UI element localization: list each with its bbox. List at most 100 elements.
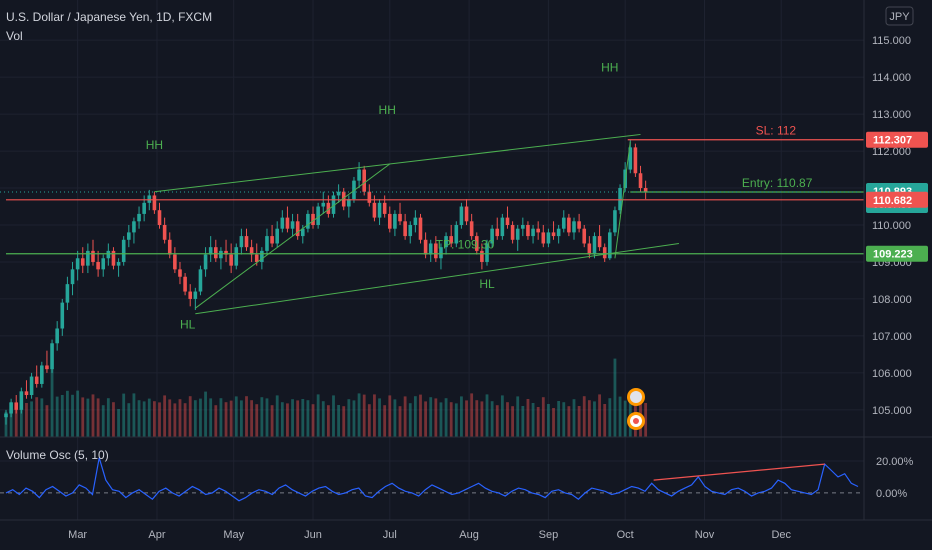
candle-body bbox=[403, 221, 407, 237]
level-label: Entry: 110.87 bbox=[742, 176, 813, 190]
price-badge-value: 109.223 bbox=[873, 249, 913, 261]
volume-bar bbox=[644, 403, 648, 437]
candle-body bbox=[280, 217, 285, 229]
price-badge-value: 112.307 bbox=[873, 135, 912, 147]
candle-body bbox=[183, 276, 187, 292]
candle-body bbox=[173, 254, 177, 270]
volume-oscillator-line bbox=[5, 457, 859, 502]
volume-bar bbox=[219, 398, 223, 437]
price-levels[interactable]: SL: 112 Entry: 110.87 TP: 109.30 bbox=[0, 124, 864, 255]
annotations: HH HH HH HL HL bbox=[146, 61, 619, 332]
time-tick-label: Jun bbox=[304, 529, 322, 541]
volume-bar bbox=[587, 400, 591, 437]
volume-bar bbox=[628, 390, 632, 437]
candle-body bbox=[531, 228, 535, 237]
candle-body bbox=[311, 213, 315, 225]
volume-bar bbox=[460, 396, 463, 437]
candle-body bbox=[505, 217, 510, 225]
volume-bar bbox=[50, 355, 54, 437]
time-tick-label: Nov bbox=[695, 529, 715, 541]
candle-body bbox=[188, 291, 193, 299]
volume-bar bbox=[199, 398, 202, 437]
candle-body bbox=[521, 225, 525, 229]
candle-body bbox=[121, 239, 126, 262]
candle-body bbox=[193, 291, 198, 299]
volume-bar bbox=[577, 406, 581, 437]
volume-bar bbox=[388, 395, 392, 437]
volume-bar bbox=[224, 402, 228, 437]
trendline[interactable] bbox=[154, 133, 641, 193]
candle-body bbox=[86, 250, 90, 266]
oscillator-label[interactable]: Volume Osc (5, 10) bbox=[6, 448, 109, 462]
price-badge-value: 110.682 bbox=[873, 195, 912, 207]
time-axis[interactable]: Mar Apr May Jun Jul Aug Sep Oct Nov Dec bbox=[0, 519, 932, 541]
volume-bar bbox=[531, 403, 535, 437]
trendlines[interactable] bbox=[154, 133, 679, 315]
candle-body bbox=[500, 217, 505, 237]
volume-bar bbox=[301, 399, 305, 437]
candle-body bbox=[214, 247, 218, 259]
candle-body bbox=[60, 302, 65, 329]
osc-tick-label: 20.00% bbox=[876, 456, 914, 468]
trendline[interactable] bbox=[614, 141, 631, 259]
volume-bar bbox=[245, 396, 248, 437]
volume-bar bbox=[96, 398, 100, 437]
time-tick-label: May bbox=[223, 529, 244, 541]
volume-bar bbox=[332, 395, 335, 437]
price-badge bbox=[866, 131, 928, 148]
candle-body bbox=[9, 402, 13, 414]
volume-bar bbox=[152, 401, 156, 437]
level-label: TP: 109.30 bbox=[436, 238, 495, 252]
volume-bar bbox=[582, 396, 586, 437]
volume-bar bbox=[326, 405, 330, 437]
oscillator-axis[interactable]: 20.00% 0.00% bbox=[876, 456, 914, 500]
volume-bar bbox=[470, 393, 474, 437]
symbol-title[interactable]: U.S. Dollar / Japanese Yen, 1D, FXCM bbox=[6, 10, 212, 24]
volume-bar bbox=[608, 398, 612, 437]
level-label: SL: 112 bbox=[756, 124, 797, 138]
time-tick-label: Oct bbox=[617, 529, 634, 541]
volume-bar bbox=[541, 397, 545, 437]
event-markers[interactable] bbox=[627, 388, 645, 430]
volume-bar bbox=[286, 403, 289, 437]
volume-bar bbox=[562, 402, 566, 437]
volume-bar bbox=[557, 401, 561, 437]
candle-body bbox=[19, 391, 24, 410]
candle-body bbox=[434, 243, 438, 259]
candle-body bbox=[14, 402, 19, 410]
candle-body bbox=[602, 247, 607, 259]
candle-body bbox=[464, 206, 469, 222]
candle-body bbox=[137, 213, 141, 222]
candles bbox=[4, 139, 648, 425]
volume-bar bbox=[567, 406, 571, 437]
time-tick-label: Apr bbox=[148, 529, 165, 541]
volume-bar bbox=[347, 399, 351, 437]
candle-body bbox=[147, 195, 152, 203]
candle-body bbox=[495, 228, 500, 237]
volume-bar bbox=[270, 405, 274, 437]
divergence-line[interactable] bbox=[653, 463, 825, 481]
currency-button-frame[interactable] bbox=[885, 6, 914, 26]
volume-label[interactable]: Vol bbox=[6, 29, 23, 43]
candle-body bbox=[551, 232, 556, 237]
currency-button-label[interactable]: JPY bbox=[889, 11, 910, 23]
candle-body bbox=[101, 258, 106, 270]
volume-bar bbox=[373, 394, 376, 437]
trendline[interactable] bbox=[195, 163, 391, 309]
time-tick-label: Jul bbox=[383, 529, 397, 541]
price-tick-label: 114.000 bbox=[872, 72, 911, 84]
currency-button[interactable]: JPY bbox=[885, 6, 914, 26]
pattern-label: HL bbox=[479, 277, 495, 291]
candle-body bbox=[536, 228, 540, 233]
volume-bar bbox=[413, 396, 417, 437]
trendline[interactable] bbox=[195, 242, 679, 315]
price-tick-label: 107.000 bbox=[872, 331, 912, 343]
candle-body bbox=[249, 247, 254, 255]
candle-body bbox=[295, 221, 300, 237]
volume-bar bbox=[506, 402, 509, 437]
candle-body bbox=[546, 232, 551, 244]
volume-bar bbox=[35, 397, 39, 437]
candle-body bbox=[541, 232, 546, 244]
volume-bar bbox=[291, 399, 294, 437]
